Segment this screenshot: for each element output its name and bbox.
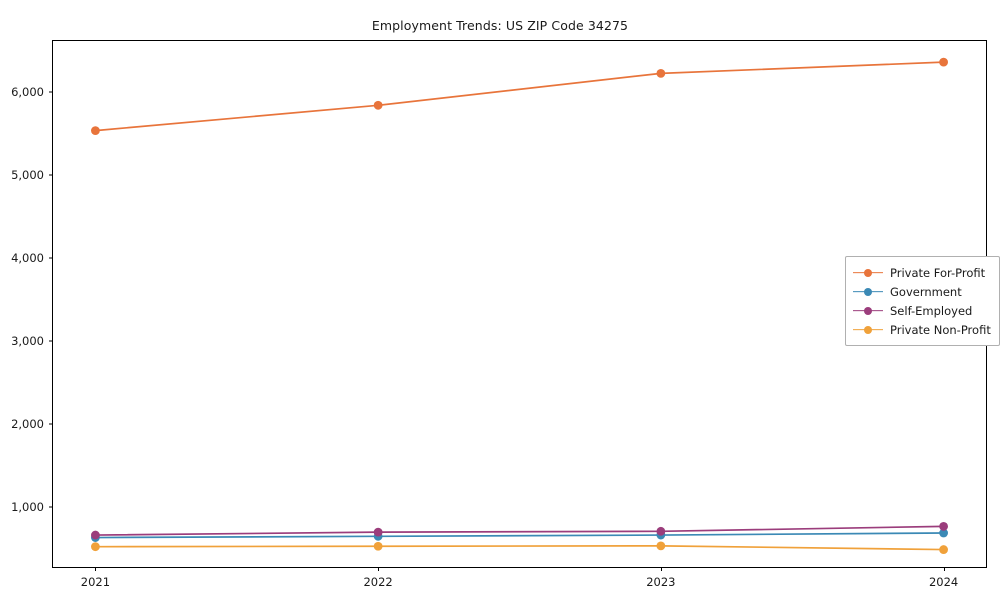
series-0 (91, 57, 948, 136)
data-point-marker (373, 100, 383, 110)
y-tick-label: 4,000 (11, 251, 44, 266)
legend-swatch-icon (853, 266, 883, 280)
x-tick-mark (378, 567, 380, 571)
legend-item[interactable]: Private For-Profit (853, 263, 991, 282)
y-tick-label: 2,000 (11, 417, 44, 432)
series-line (94, 525, 945, 536)
y-tick-label: 3,000 (11, 334, 44, 349)
legend-label: Government (890, 284, 962, 299)
data-point-marker (656, 526, 666, 536)
legend-swatch-icon (853, 323, 883, 337)
y-tick-label: 5,000 (11, 168, 44, 183)
data-point-marker (373, 527, 383, 537)
data-point-marker (91, 542, 100, 552)
y-tick-label: 1,000 (11, 500, 44, 515)
legend-swatch-icon (853, 285, 883, 299)
data-point-marker (939, 57, 948, 67)
x-tick-mark (660, 567, 662, 571)
data-point-marker (373, 541, 383, 551)
legend-label: Self-Employed (890, 303, 973, 318)
series-lines (91, 57, 948, 554)
y-tick-mark (49, 91, 53, 93)
y-tick-mark (49, 174, 53, 176)
data-point-marker (656, 68, 666, 78)
data-point-marker (939, 545, 948, 554)
x-tick-mark (943, 567, 945, 571)
data-point-marker (91, 530, 100, 540)
legend-item[interactable]: Self-Employed (853, 301, 991, 320)
legend-label: Private For-Profit (890, 265, 986, 280)
y-tick-mark (49, 257, 53, 259)
plot-area: 1,000 2,000 3,000 4,000 5,000 6,000 2021 2022 2… (11, 40, 987, 589)
y-tick-label: 6,000 (11, 85, 44, 100)
x-tick-mark (95, 567, 97, 571)
y-tick-mark (49, 506, 53, 508)
series-3 (91, 541, 948, 554)
legend-item[interactable]: Government (853, 282, 991, 301)
series-line (94, 532, 945, 539)
data-point-marker (91, 126, 100, 136)
legend-swatch-icon (853, 304, 883, 318)
data-point-marker (939, 521, 948, 531)
series-1 (91, 528, 948, 542)
series-line (94, 544, 945, 551)
y-tick-mark (49, 423, 53, 425)
x-tick-label: 2022 (363, 575, 393, 589)
chart-legend: Private For-Profit Government Self-Employe… (845, 256, 1000, 346)
plot-inner (53, 41, 986, 567)
series-2 (91, 521, 948, 540)
x-tick-label: 2024 (928, 575, 959, 589)
data-point-marker (656, 541, 666, 551)
chart-title: Employment Trends: US ZIP Code 34275 (371, 18, 629, 33)
x-tick-label: 2023 (646, 575, 676, 589)
series-line (94, 61, 945, 132)
legend-label: Private Non-Profit (890, 322, 991, 337)
x-tick-label: 2021 (80, 575, 111, 589)
data-point-marker (939, 528, 948, 538)
y-tick-mark (49, 340, 53, 342)
legend-item[interactable]: Private Non-Profit (853, 320, 991, 339)
